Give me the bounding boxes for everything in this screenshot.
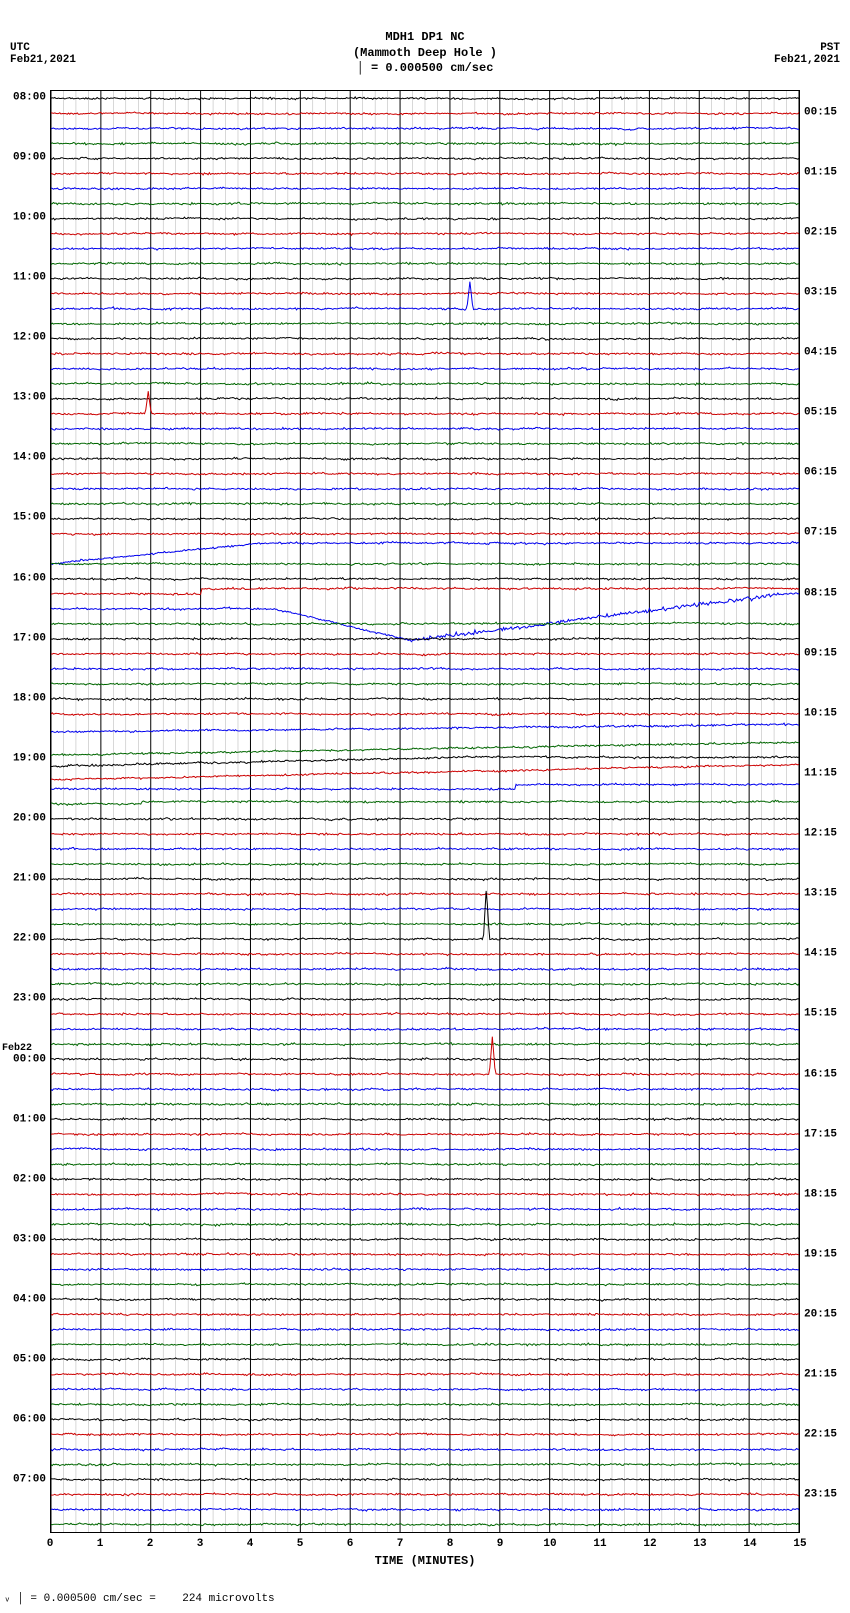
x-tick: 4	[247, 1538, 254, 1550]
x-tick: 7	[397, 1538, 404, 1550]
utc-label: 17:00	[13, 633, 46, 644]
utc-label: 14:00	[13, 453, 46, 464]
header: MDH1 DP1 NC (Mammoth Deep Hole ) │ = 0.0…	[0, 30, 850, 77]
pst-label: 16:15	[804, 1069, 837, 1080]
tz-right: PST Feb21,2021	[774, 42, 840, 66]
pst-label: 04:15	[804, 348, 837, 359]
pst-label: 14:15	[804, 949, 837, 960]
pst-label: 07:15	[804, 528, 837, 539]
utc-label: 12:00	[13, 333, 46, 344]
x-tick: 9	[497, 1538, 504, 1550]
x-axis: TIME (MINUTES) 0123456789101112131415	[50, 1538, 800, 1573]
utc-label: 06:00	[13, 1415, 46, 1426]
utc-label: 00:00	[13, 1054, 46, 1065]
x-axis-label: TIME (MINUTES)	[50, 1554, 800, 1568]
pst-label: 01:15	[804, 167, 837, 178]
utc-label: 07:00	[13, 1475, 46, 1486]
pst-axis-labels: 00:15 01:15 02:15 03:15 04:15 05:15 06:15 07:15…	[802, 90, 850, 1533]
x-tick: 3	[197, 1538, 204, 1550]
x-tick: 13	[693, 1538, 706, 1550]
pst-label: 05:15	[804, 408, 837, 419]
pst-label: 13:15	[804, 889, 837, 900]
utc-label: 08:00	[13, 92, 46, 103]
utc-label: 13:00	[13, 393, 46, 404]
pst-label: 10:15	[804, 708, 837, 719]
pst-label: 06:15	[804, 468, 837, 479]
tz-right-tz: PST	[774, 42, 840, 54]
utc-label: 22:00	[13, 934, 46, 945]
utc-label: 05:00	[13, 1355, 46, 1366]
pst-label: 08:15	[804, 588, 837, 599]
x-tick: 0	[47, 1538, 54, 1550]
seismogram-svg	[51, 91, 799, 1532]
x-tick: 6	[347, 1538, 354, 1550]
pst-label: 15:15	[804, 1009, 837, 1020]
pst-label: 21:15	[804, 1370, 837, 1381]
footer-scale: ᵥ │ = 0.000500 cm/sec = 224 microvolts	[4, 1593, 275, 1605]
x-tick: 2	[147, 1538, 154, 1550]
pst-label: 03:15	[804, 287, 837, 298]
title-line1: MDH1 DP1 NC	[0, 30, 850, 46]
scale-bar: │	[357, 61, 364, 75]
utc-label: 23:00	[13, 994, 46, 1005]
utc-label: 09:00	[13, 152, 46, 163]
pst-label: 20:15	[804, 1310, 837, 1321]
x-tick: 5	[297, 1538, 304, 1550]
x-tick: 15	[793, 1538, 806, 1550]
plot-area	[50, 90, 800, 1533]
utc-axis-labels: 08:00 09:00 10:00 11:00 12:00 13:00 14:00 15:00…	[0, 90, 48, 1533]
tz-left-tz: UTC	[10, 42, 76, 54]
pst-label: 19:15	[804, 1249, 837, 1260]
utc-label: 20:00	[13, 814, 46, 825]
title-line2: (Mammoth Deep Hole )	[0, 46, 850, 62]
x-tick: 10	[543, 1538, 556, 1550]
scale-text: = 0.000500 cm/sec	[371, 61, 493, 75]
utc-dayflip: Feb22	[2, 1044, 32, 1054]
tz-left: UTC Feb21,2021	[10, 42, 76, 66]
pst-label: 12:15	[804, 829, 837, 840]
utc-label: 02:00	[13, 1174, 46, 1185]
pst-label: 22:15	[804, 1430, 837, 1441]
utc-label: 19:00	[13, 753, 46, 764]
utc-label: 21:00	[13, 874, 46, 885]
utc-label: 11:00	[13, 272, 46, 283]
pst-label: 00:15	[804, 107, 837, 118]
pst-label: 11:15	[804, 768, 837, 779]
utc-label: 10:00	[13, 212, 46, 223]
utc-label: 18:00	[13, 693, 46, 704]
x-tick: 12	[643, 1538, 656, 1550]
scale-indicator: │ = 0.000500 cm/sec	[0, 61, 850, 77]
x-tick: 14	[743, 1538, 756, 1550]
pst-label: 23:15	[804, 1490, 837, 1501]
tz-right-date: Feb21,2021	[774, 54, 840, 66]
utc-label: 16:00	[13, 573, 46, 584]
utc-label: 15:00	[13, 513, 46, 524]
seismogram-page: MDH1 DP1 NC (Mammoth Deep Hole ) │ = 0.0…	[0, 0, 850, 1613]
pst-label: 17:15	[804, 1129, 837, 1140]
pst-label: 09:15	[804, 648, 837, 659]
tz-left-date: Feb21,2021	[10, 54, 76, 66]
utc-label: 04:00	[13, 1295, 46, 1306]
x-tick: 11	[593, 1538, 606, 1550]
pst-label: 02:15	[804, 227, 837, 238]
pst-label: 18:15	[804, 1189, 837, 1200]
x-tick: 1	[97, 1538, 104, 1550]
utc-label: 01:00	[13, 1114, 46, 1125]
x-tick: 8	[447, 1538, 454, 1550]
utc-label: 03:00	[13, 1234, 46, 1245]
